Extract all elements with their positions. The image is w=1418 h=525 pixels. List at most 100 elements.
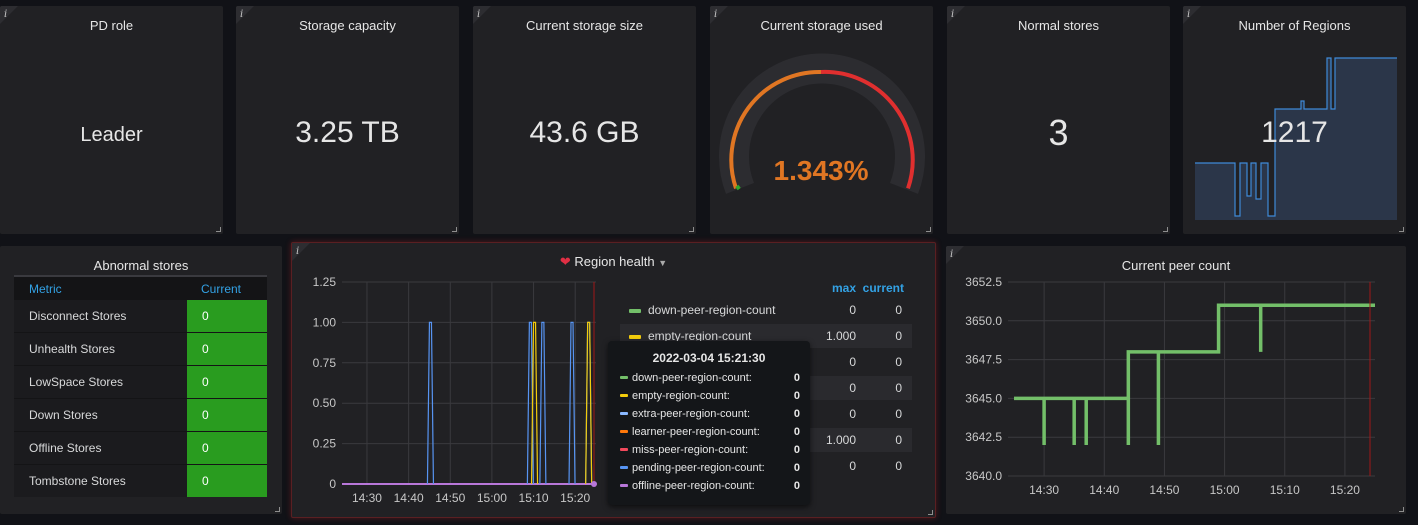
legend-current: 0: [895, 355, 902, 369]
legend-max: 1.000: [825, 329, 856, 343]
panel-title[interactable]: Current peer count: [1121, 258, 1231, 273]
panel-title[interactable]: Current storage size: [525, 18, 644, 33]
current-cell: 0: [187, 432, 267, 464]
y-tick-label: 3642.5: [965, 430, 1002, 444]
table-row: Offline Stores 0: [14, 431, 267, 464]
abnormal-stores-table: Metric Current Disconnect Stores 0 Unheal…: [14, 275, 267, 497]
x-tick-label: 14:50: [1149, 483, 1179, 497]
info-icon[interactable]: i: [236, 6, 254, 24]
table-row: Unhealth Stores 0: [14, 332, 267, 365]
resize-handle[interactable]: [275, 507, 280, 512]
tooltip-label: learner-peer-region-count:: [632, 426, 760, 438]
legend-current: 0: [895, 381, 902, 395]
legend-max: 0: [849, 303, 856, 317]
stat-value: 3.25 TB: [295, 116, 400, 149]
info-icon[interactable]: i: [946, 246, 964, 264]
tooltip-label: down-peer-region-count:: [632, 372, 752, 384]
legend-header-max[interactable]: max: [831, 281, 856, 295]
table-row: Down Stores 0: [14, 398, 267, 431]
column-header-metric[interactable]: Metric: [29, 282, 62, 296]
tooltip-row: extra-peer-region-count: 0: [620, 406, 800, 424]
info-icon[interactable]: i: [0, 6, 18, 24]
panel-title[interactable]: Abnormal stores: [93, 258, 189, 273]
sparkline-area: [1195, 58, 1397, 220]
stat-value: 43.6 GB: [529, 116, 640, 149]
panel-pd-role: i PD role Leader: [0, 6, 223, 234]
legend-header-current[interactable]: current: [862, 281, 904, 295]
tooltip-time: 2022-03-04 15:21:30: [652, 351, 766, 365]
legend-max: 0: [849, 381, 856, 395]
resize-handle[interactable]: [216, 227, 221, 232]
column-header-current[interactable]: Current: [201, 282, 242, 296]
info-icon[interactable]: i: [710, 6, 728, 24]
y-tick-label: 3640.0: [965, 469, 1002, 483]
tooltip-label: miss-peer-region-count:: [632, 444, 749, 456]
y-tick-label: 3647.5: [965, 353, 1002, 367]
legend-label[interactable]: empty-region-count: [648, 329, 752, 343]
chevron-down-icon[interactable]: ▼: [658, 258, 668, 268]
legend-swatch: [629, 309, 641, 313]
panel-title[interactable]: Current storage used: [760, 18, 883, 33]
panel-title[interactable]: PD role: [89, 18, 134, 33]
tooltip-value: 0: [793, 444, 800, 456]
spike-mark: [568, 321, 576, 485]
tooltip-swatch: [620, 376, 628, 379]
x-tick-label: 14:30: [1029, 483, 1059, 497]
resize-handle[interactable]: [1399, 507, 1404, 512]
panel-current-storage-size: i Current storage size 43.6 GB: [473, 6, 696, 234]
resize-handle[interactable]: [1163, 227, 1168, 232]
tooltip-value: 0: [793, 480, 800, 492]
resize-handle[interactable]: [928, 510, 933, 515]
metric-cell: Disconnect Stores: [14, 300, 187, 332]
panel-title[interactable]: Normal stores: [1018, 18, 1099, 33]
table-row: Disconnect Stores 0: [14, 299, 267, 332]
gauge-threshold-orange: [729, 69, 822, 190]
table-row: Tombstone Stores 0: [14, 464, 267, 497]
x-tick-label: 15:00: [477, 491, 507, 504]
info-icon[interactable]: i: [292, 243, 310, 261]
info-icon[interactable]: i: [1183, 6, 1201, 24]
metric-cell: Down Stores: [14, 399, 187, 431]
metric-cell: Tombstone Stores: [14, 465, 187, 497]
metric-cell: LowSpace Stores: [14, 366, 187, 398]
legend-item[interactable]: down-peer-region-count 0 0: [620, 298, 912, 322]
resize-handle[interactable]: [452, 227, 457, 232]
legend-max: 0: [849, 407, 856, 421]
legend-max: 1.000: [825, 433, 856, 447]
panel-title[interactable]: Storage capacity: [299, 18, 396, 33]
spike-mark: [539, 321, 547, 485]
gauge-value-arc: [735, 184, 741, 191]
panel-title[interactable]: ❤ Region health ▼: [292, 254, 935, 270]
spike-mark: [585, 321, 593, 485]
y-tick-label: 0.25: [313, 437, 337, 451]
metric-cell: Unhealth Stores: [14, 333, 187, 365]
peer-count-chart[interactable]: 3640.0 3642.5 3645.0 3647.5 3650.0 3652.5 14:3…: [946, 264, 1406, 504]
info-icon[interactable]: i: [473, 6, 491, 24]
tooltip-row: empty-region-count: 0: [620, 388, 800, 406]
legend-max: 0: [849, 355, 856, 369]
panel-normal-stores: i Normal stores 3: [947, 6, 1170, 234]
resize-handle[interactable]: [689, 227, 694, 232]
legend-current: 0: [895, 433, 902, 447]
x-tick-label: 14:40: [1089, 483, 1119, 497]
legend-label[interactable]: down-peer-region-count: [648, 303, 776, 317]
tooltip-swatch: [620, 484, 628, 487]
current-cell: 0: [187, 399, 267, 431]
y-tick-label: 3652.5: [965, 275, 1002, 289]
region-health-chart[interactable]: 0 0.25 0.50 0.75 1.00 1.25 14:30 14:40 14:50 15:0…: [291, 264, 621, 504]
tooltip-label: offline-peer-region-count:: [632, 480, 755, 492]
tooltip-value: 0: [793, 408, 800, 420]
x-tick-label: 15:20: [1330, 483, 1360, 497]
metric-cell: Offline Stores: [14, 432, 187, 464]
table-row: LowSpace Stores 0: [14, 365, 267, 398]
current-cell: 0: [187, 465, 267, 497]
panel-title[interactable]: Number of Regions: [1238, 18, 1351, 33]
tooltip-row: learner-peer-region-count: 0: [620, 424, 800, 442]
current-cell: 0: [187, 300, 267, 332]
legend-current: 0: [895, 407, 902, 421]
info-icon[interactable]: i: [947, 6, 965, 24]
x-tick-label: 15:00: [1210, 483, 1240, 497]
resize-handle[interactable]: [1399, 227, 1404, 232]
resize-handle[interactable]: [926, 227, 931, 232]
tooltip-label: pending-peer-region-count:: [632, 462, 765, 474]
